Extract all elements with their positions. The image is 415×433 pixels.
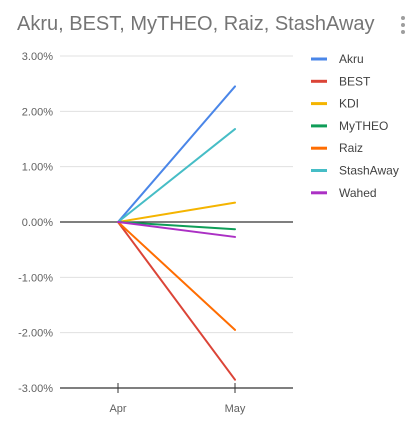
y-tick-label: 3.00% <box>22 51 53 63</box>
y-tick-label: 1.00% <box>22 162 53 174</box>
series-line-mytheo <box>117 221 236 231</box>
x-tick-label: Apr <box>109 403 126 415</box>
legend-label-best[interactable]: BEST <box>339 74 371 88</box>
y-tick-label: 2.00% <box>22 106 53 118</box>
y-tick-label: 0.00% <box>22 217 53 229</box>
legend-label-wahed[interactable]: Wahed <box>339 186 377 200</box>
x-tick-label: May <box>225 403 246 415</box>
series-line-best <box>117 221 236 381</box>
series-line-akru <box>117 85 236 223</box>
legend-label-stashaway[interactable]: StashAway <box>339 164 399 178</box>
series-line-kdi <box>117 201 236 223</box>
more-options-icon[interactable] <box>401 16 405 36</box>
series-line-wahed <box>117 221 236 238</box>
chart-title: Akru, BEST, MyTHEO, Raiz, StashAway… <box>17 13 377 35</box>
legend-label-raiz[interactable]: Raiz <box>339 141 363 155</box>
legend-label-akru[interactable]: Akru <box>339 52 364 66</box>
series-line-stashaway <box>117 128 236 223</box>
y-tick-label: -2.00% <box>18 328 53 340</box>
legend-label-kdi[interactable]: KDI <box>339 97 359 111</box>
y-tick-label: -3.00% <box>18 383 53 395</box>
y-tick-label: -1.00% <box>18 272 53 284</box>
legend-label-mytheo[interactable]: MyTHEO <box>339 119 388 133</box>
series-line-raiz <box>117 221 236 331</box>
